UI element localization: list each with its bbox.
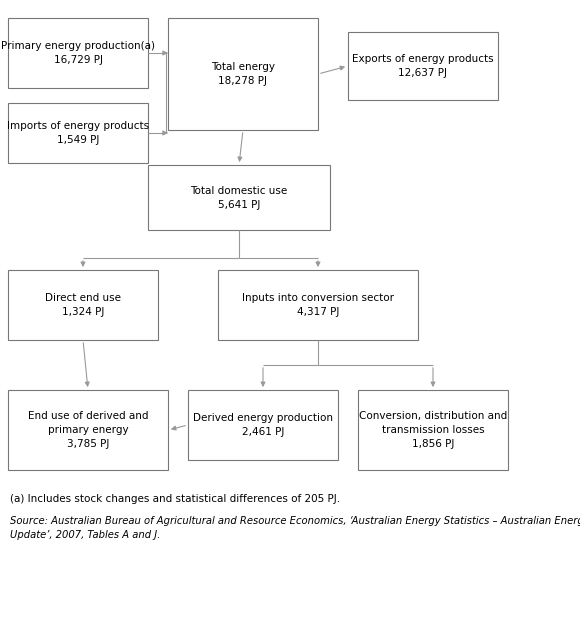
Bar [168,18,318,130]
Text: Total domestic use
5,641 PJ: Total domestic use 5,641 PJ [190,185,288,210]
Text: End use of derived and
primary energy
3,785 PJ: End use of derived and primary energy 3,… [28,411,148,449]
Text: Derived energy production
2,461 PJ: Derived energy production 2,461 PJ [193,413,333,437]
Bar [218,270,418,340]
Text: Imports of energy products
1,549 PJ: Imports of energy products 1,549 PJ [7,121,149,145]
Text: Direct end use
1,324 PJ: Direct end use 1,324 PJ [45,293,121,317]
Bar [8,270,158,340]
Text: Conversion, distribution and
transmission losses
1,856 PJ: Conversion, distribution and transmissio… [359,411,507,449]
Text: Exports of energy products
12,637 PJ: Exports of energy products 12,637 PJ [352,54,494,78]
Text: Total energy
18,278 PJ: Total energy 18,278 PJ [211,62,275,86]
Text: Source: Australian Bureau of Agricultural and Resource Economics, ‘Australian En: Source: Australian Bureau of Agricultura… [10,516,580,540]
Text: Primary energy production(a)
16,729 PJ: Primary energy production(a) 16,729 PJ [1,41,155,65]
Bar [358,390,508,470]
Bar [8,390,168,470]
Bar [8,103,148,163]
Text: Inputs into conversion sector
4,317 PJ: Inputs into conversion sector 4,317 PJ [242,293,394,317]
Text: (a) Includes stock changes and statistical differences of 205 PJ.: (a) Includes stock changes and statistic… [10,494,340,504]
Bar [188,390,338,460]
Bar [348,32,498,100]
Bar [8,18,148,88]
Bar [148,165,330,230]
